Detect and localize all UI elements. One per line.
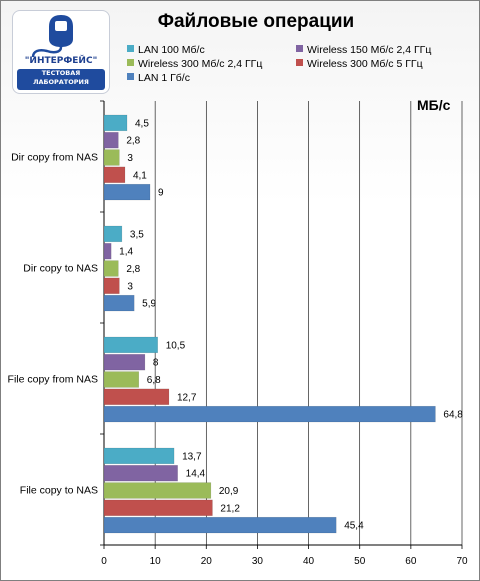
bar	[103, 482, 212, 499]
bar	[103, 516, 337, 534]
data-label: 13,7	[182, 451, 202, 462]
data-label: 8	[153, 358, 159, 369]
legend-item: LAN 100 Мб/с	[127, 44, 205, 56]
bar	[103, 277, 120, 294]
category-label: Dir copy from NAS	[11, 152, 98, 164]
bar	[103, 354, 146, 371]
x-tick-label: 20	[201, 556, 213, 567]
bar	[103, 499, 213, 516]
legend-label: Wireless 300 Мб/с 5 ГГц	[307, 58, 423, 70]
bar	[103, 260, 119, 277]
bar	[103, 388, 170, 405]
bar	[103, 336, 158, 354]
bar	[103, 114, 128, 132]
x-tick-label: 50	[354, 556, 366, 567]
bar	[103, 166, 126, 183]
bar	[103, 465, 178, 482]
data-label: 9	[158, 188, 164, 199]
data-label: 3	[127, 153, 133, 164]
bar	[103, 243, 112, 260]
data-label: 3,5	[130, 229, 144, 240]
data-label: 4,1	[133, 170, 147, 181]
legend-label: Wireless 150 Мб/с 2,4 ГГц	[307, 44, 432, 56]
data-label: 2,8	[126, 264, 140, 275]
data-label: 14,4	[186, 469, 206, 480]
legend-swatch	[127, 59, 134, 66]
data-label: 5,9	[142, 299, 156, 310]
legend-item: Wireless 300 Мб/с 2,4 ГГц	[127, 58, 262, 70]
data-label: 4,5	[135, 118, 149, 129]
logo-name: "ИНТЕРФЕЙС"	[24, 56, 98, 66]
legend-swatch	[296, 59, 303, 66]
logo: "ИНТЕРФЕЙС" ТЕСТОВАЯ ЛАБОРАТОРИЯ	[12, 10, 110, 94]
x-tick-label: 30	[252, 556, 264, 567]
legend-label: Wireless 300 Мб/с 2,4 ГГц	[138, 58, 263, 70]
data-label: 12,7	[177, 392, 197, 403]
legend-label: LAN 1 Гб/с	[138, 72, 190, 84]
legend-swatch	[296, 45, 303, 52]
legend-item: Wireless 150 Мб/с 2,4 ГГц	[296, 44, 431, 56]
data-label: 10,5	[166, 340, 186, 351]
category-label: Dir copy to NAS	[23, 263, 98, 275]
bar	[103, 225, 123, 243]
x-tick-label: 10	[150, 556, 162, 567]
data-label: 64,8	[443, 410, 463, 421]
chart-title: Файловые операции	[157, 11, 355, 32]
bar	[103, 405, 436, 423]
bar	[103, 149, 120, 166]
legend-label: LAN 100 Мб/с	[138, 44, 205, 56]
category-label: File copy from NAS	[8, 374, 98, 386]
legend-item: Wireless 300 Мб/с 5 ГГц	[296, 58, 423, 70]
unit-label: МБ/с	[417, 97, 451, 113]
bar	[103, 132, 119, 149]
data-label: 21,2	[220, 503, 240, 514]
x-tick-label: 0	[101, 556, 107, 567]
data-label: 45,4	[344, 521, 364, 532]
x-tick-label: 70	[456, 556, 468, 567]
data-label: 2,8	[126, 136, 140, 147]
x-tick-label: 60	[405, 556, 417, 567]
legend-swatch	[127, 73, 134, 80]
logo-line1: ТЕСТОВАЯ	[41, 69, 81, 77]
bar	[103, 371, 140, 388]
bar	[103, 183, 151, 201]
logo-band: ТЕСТОВАЯ ЛАБОРАТОРИЯ	[17, 69, 105, 90]
logo-line2: ЛАБОРАТОРИЯ	[33, 78, 89, 86]
legend-item: LAN 1 Гб/с	[127, 72, 190, 84]
x-tick-label: 40	[303, 556, 315, 567]
bar	[103, 294, 135, 312]
data-label: 3	[127, 281, 133, 292]
plug-icon	[31, 15, 73, 58]
data-label: 20,9	[219, 486, 239, 497]
data-label: 1,4	[119, 247, 133, 258]
bar	[103, 447, 175, 465]
data-label: 6,8	[147, 375, 161, 386]
category-label: File copy to NAS	[20, 485, 98, 497]
legend-swatch	[127, 45, 134, 52]
